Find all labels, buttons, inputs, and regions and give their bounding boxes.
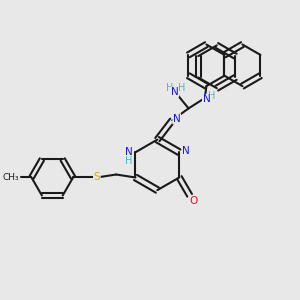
Text: H: H: [125, 155, 133, 166]
Text: H: H: [178, 83, 185, 94]
Text: S: S: [94, 172, 100, 182]
Text: O: O: [189, 196, 197, 206]
Text: H: H: [166, 83, 173, 94]
Text: N: N: [173, 114, 181, 124]
Text: CH₃: CH₃: [3, 173, 20, 182]
Text: N: N: [202, 94, 210, 104]
Text: N: N: [182, 146, 190, 156]
Text: N: N: [125, 147, 133, 157]
Text: H: H: [208, 91, 215, 100]
Text: N: N: [171, 87, 178, 97]
